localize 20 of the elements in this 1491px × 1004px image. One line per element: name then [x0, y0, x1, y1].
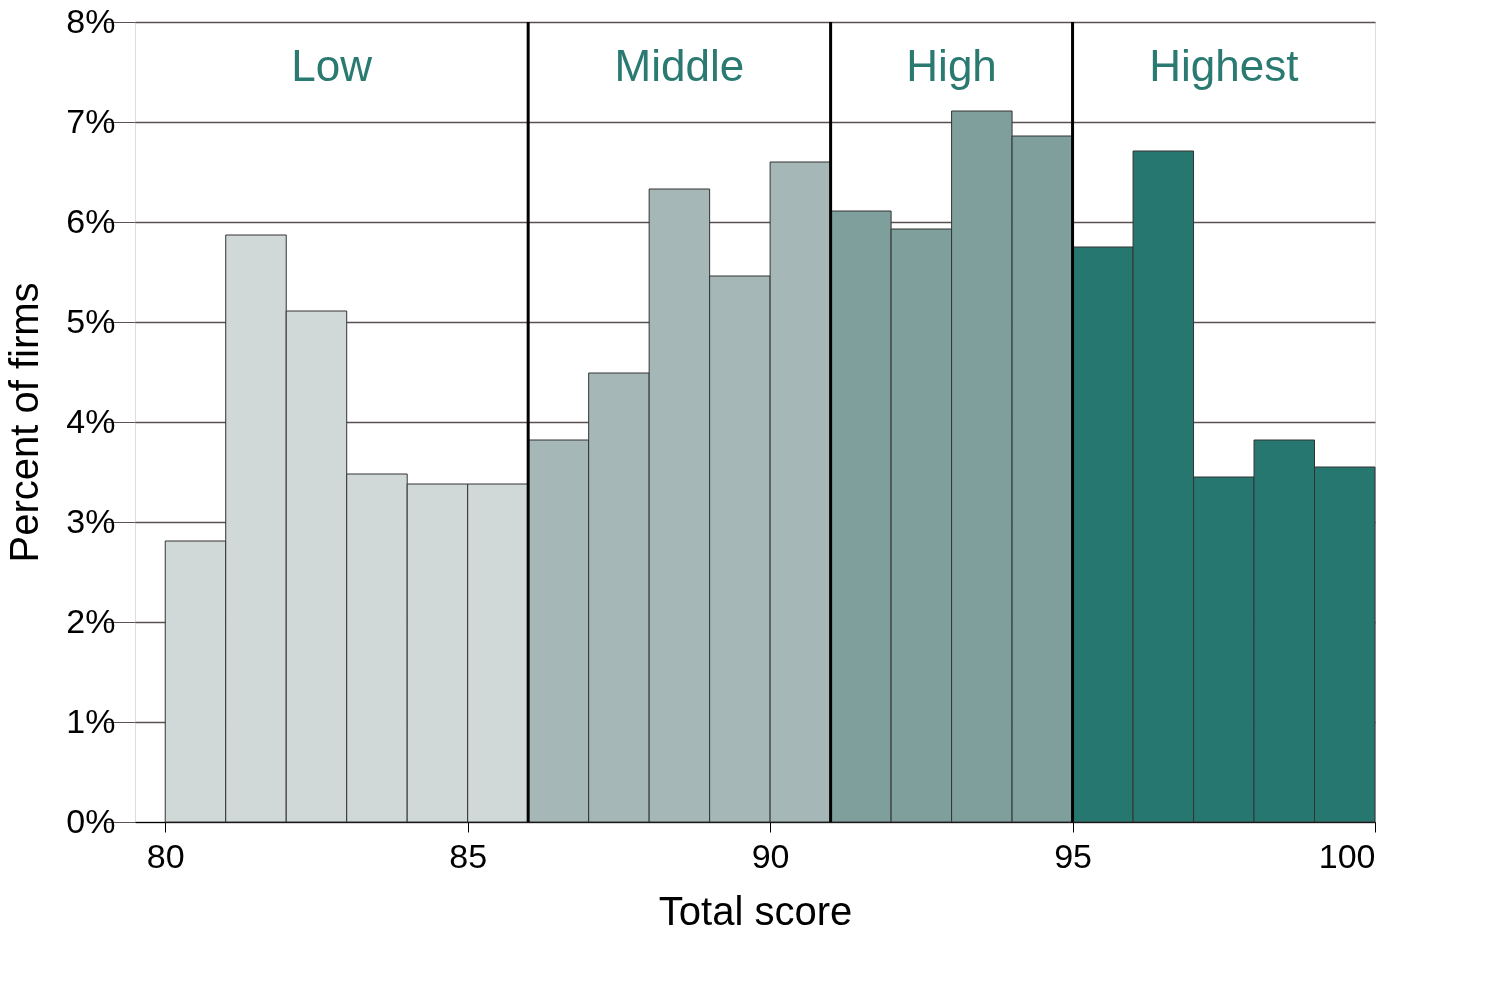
annotation: Highest [1149, 41, 1299, 90]
y-tick-label: 8% [66, 1, 116, 40]
y-tick-label: 3% [66, 501, 116, 540]
annotation: Middle [614, 41, 745, 90]
y-tick-label: 6% [66, 201, 116, 240]
y-tick-label: 1% [66, 701, 116, 740]
annotation: Low [291, 41, 373, 90]
x-tick-label: 80 [146, 836, 185, 875]
x-tick-label: 85 [449, 836, 488, 875]
x-tick-label: 90 [751, 836, 790, 875]
y-tick-label: 5% [66, 301, 116, 340]
y-tick-label: 0% [66, 801, 116, 840]
y-tick-label: 7% [66, 101, 116, 140]
y-axis-title: Percent of firms [2, 282, 47, 563]
annotation: High [906, 41, 997, 90]
y-tick-label: 2% [66, 601, 116, 640]
x-tick-label: 95 [1054, 836, 1092, 875]
y-tick-label: 4% [66, 401, 116, 440]
x-tick-label: 100 [1318, 836, 1376, 875]
x-axis-title: Total score [658, 888, 853, 933]
